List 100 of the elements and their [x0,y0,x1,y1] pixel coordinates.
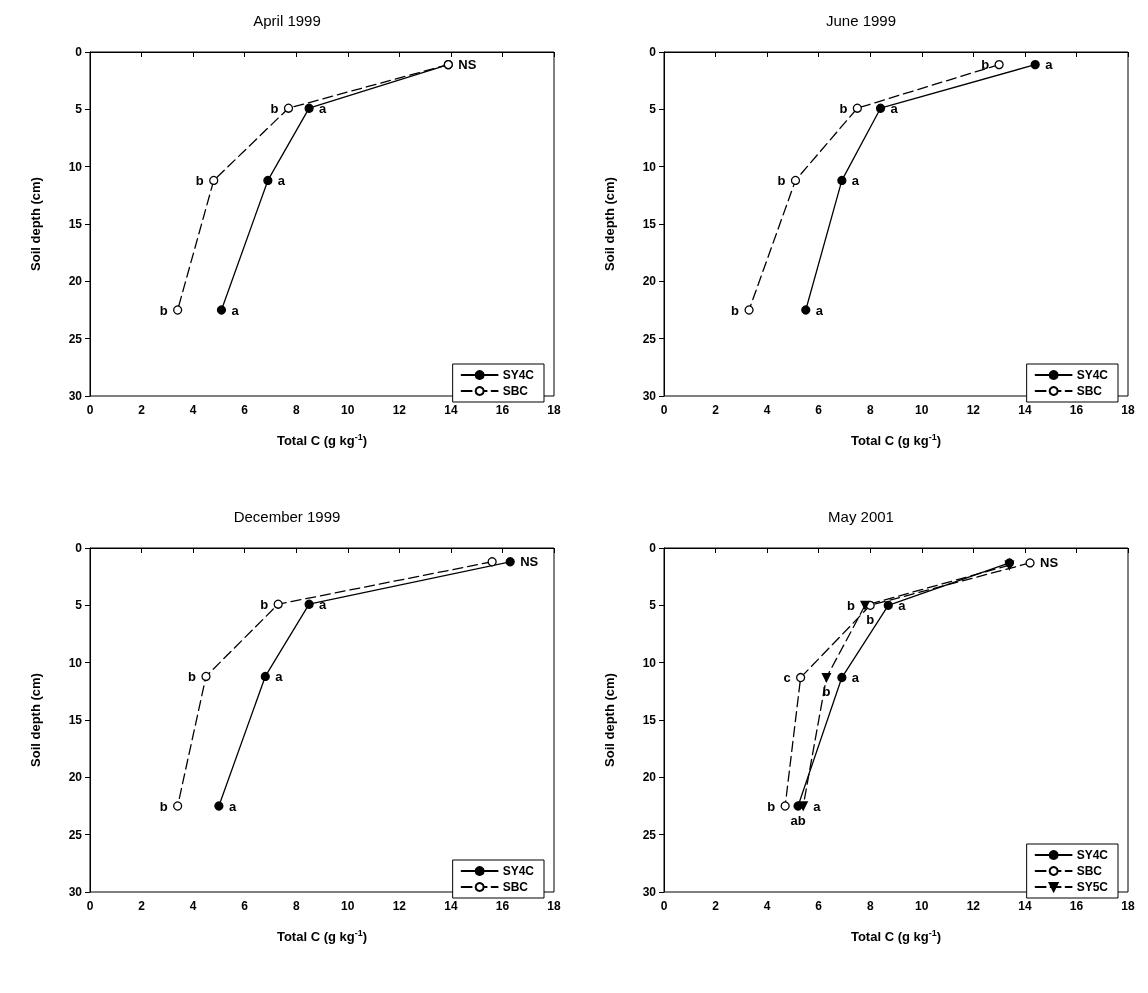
y-tick-label: 25 [68,827,83,842]
x-tick-label: 12 [392,899,407,913]
x-tick-label: 10 [341,899,355,913]
x-tick-label: 8 [866,899,874,913]
y-tick-label: 5 [75,102,83,117]
annotation: a [231,302,240,318]
y-tick-label: 15 [642,217,657,231]
annotation: b [731,302,740,318]
y-tick-label: 0 [649,541,657,555]
annotation: NS [1040,555,1059,571]
x-tick-label: 8 [292,899,300,913]
x-tick-label: 12 [966,403,981,417]
y-tick-label: 30 [642,389,657,403]
annotation: c [783,670,791,686]
x-tick-label: 4 [189,403,197,417]
x-tick-label: 16 [495,899,510,913]
x-tick-label: 0 [86,403,94,417]
annotation: a [319,596,328,612]
y-tick-label: 20 [642,274,657,289]
x-tick-label: 16 [1069,899,1084,913]
annotation: b [270,100,279,116]
annotation: b [260,596,269,612]
x-tick-label: 8 [866,403,874,417]
annotation: b [777,172,786,188]
legend-label: SBC [1076,384,1103,398]
annotation: b [866,611,875,627]
x-tick-label: 18 [1121,403,1135,417]
y-tick-label: 30 [68,885,83,899]
y-tick-label: 20 [68,274,83,289]
annotation: a [890,100,899,116]
x-tick-label: 2 [712,403,720,417]
legend-label: SY5C [1076,880,1109,894]
chart-title: June 1999 [825,12,897,29]
annotation: a [813,798,822,814]
x-tick-label: 4 [763,899,771,913]
y-tick-label: 30 [68,389,83,403]
x-tick-label: 4 [189,899,197,913]
y-tick-label: 25 [642,827,657,842]
x-tick-label: 18 [1121,899,1135,913]
legend-label: SY4C [502,864,535,878]
x-tick-label: 2 [138,403,146,417]
x-tick-label: 16 [495,403,510,417]
x-tick-label: 6 [241,899,249,913]
annotation: b [188,668,197,684]
annotation: b [839,100,848,116]
y-axis-title: Soil depth (cm) [28,673,43,767]
annotation: ab [790,812,806,828]
legend-label: SY4C [1076,848,1109,862]
annotation: a [228,798,237,814]
x-tick-label: 18 [547,403,561,417]
x-tick-label: 12 [392,403,407,417]
legend-label: SY4C [1076,368,1109,382]
annotation: NS [520,554,539,570]
y-tick-label: 5 [649,102,657,117]
y-tick-label: 15 [68,217,83,231]
y-tick-label: 30 [642,885,657,899]
x-tick-label: 0 [86,899,94,913]
annotation: a [851,172,860,188]
chart-title: April 1999 [253,12,321,29]
y-tick-label: 25 [642,331,657,346]
annotation: b [847,597,856,613]
y-axis-title: Soil depth (cm) [28,177,43,271]
annotation: b [159,302,168,318]
annotation: NS [458,57,477,73]
legend-label: SY4C [502,368,535,382]
y-tick-label: 10 [642,655,657,670]
annotation: b [767,798,776,814]
x-tick-label: 12 [966,899,981,913]
x-tick-label: 0 [660,899,668,913]
x-tick-label: 16 [1069,403,1084,417]
annotation: b [159,798,168,814]
chart-title: December 1999 [233,508,341,525]
y-tick-label: 0 [649,45,657,59]
x-tick-label: 6 [815,899,823,913]
y-tick-label: 0 [75,45,83,59]
y-axis-title: Soil depth (cm) [602,177,617,271]
x-tick-label: 14 [1018,899,1032,913]
annotation: a [1045,57,1054,73]
annotation: a [815,302,824,318]
y-tick-label: 15 [642,713,657,727]
annotation: b [195,172,204,188]
annotation: a [851,670,860,686]
x-tick-label: 6 [241,403,249,417]
x-tick-label: 6 [815,403,823,417]
x-tick-label: 18 [547,899,561,913]
x-tick-label: 4 [763,403,771,417]
legend-label: SBC [502,880,529,894]
annotation: a [277,172,286,188]
x-tick-label: 10 [915,403,929,417]
y-tick-label: 10 [68,159,83,174]
x-tick-label: 8 [292,403,300,417]
x-tick-label: 14 [1018,403,1032,417]
annotation: a [275,668,284,684]
y-tick-label: 20 [642,770,657,785]
annotation: a [319,100,328,116]
y-tick-label: 5 [75,598,83,613]
x-tick-label: 14 [444,403,458,417]
y-tick-label: 0 [75,541,83,555]
annotation: a [898,597,907,613]
y-tick-label: 15 [68,713,83,727]
